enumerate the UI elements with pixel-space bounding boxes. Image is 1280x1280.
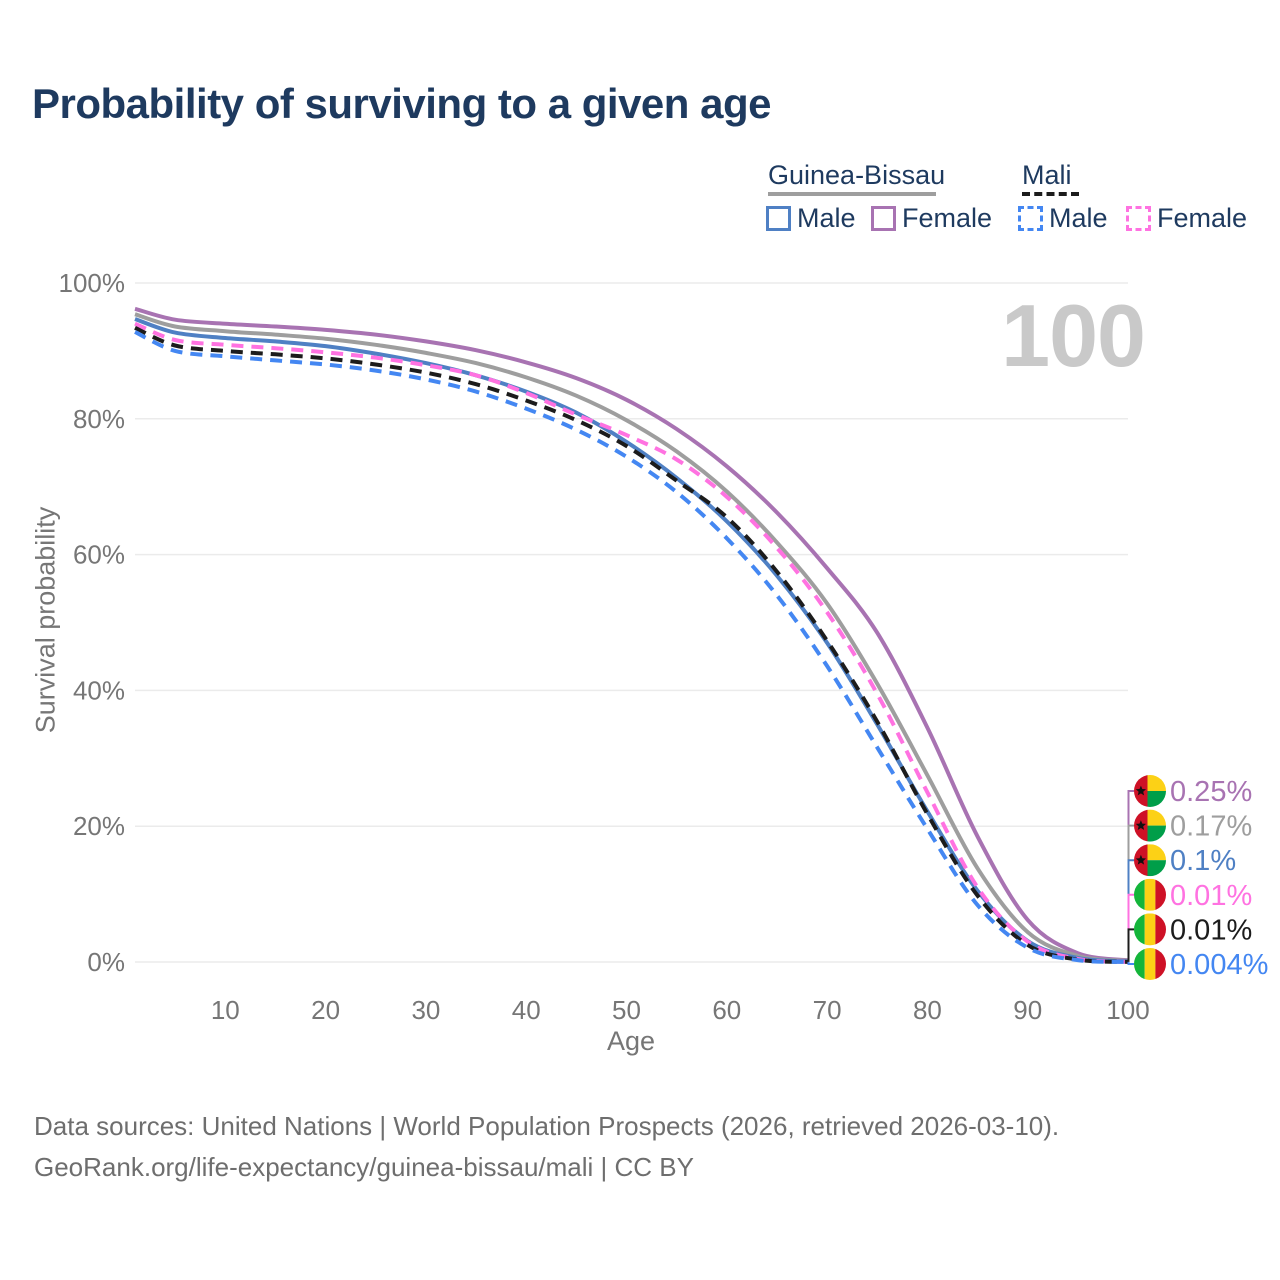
legend-item-guinea-bissau-male[interactable]: Male — [766, 203, 856, 234]
end-label-mali-both: 0.01% — [1170, 914, 1252, 946]
legend-item-mali-female[interactable]: Female — [1126, 203, 1247, 234]
x-tick-label: 50 — [612, 995, 641, 1025]
y-tick-label: 80% — [73, 404, 125, 434]
legend-swatch-guinea-bissau-male[interactable] — [766, 206, 791, 231]
legend-label: Female — [902, 203, 993, 233]
x-axis-title: Age — [606, 1026, 656, 1056]
end-label-guinea-bissau-male: 0.1% — [1170, 845, 1236, 877]
footer: Data sources: United Nations | World Pop… — [34, 1106, 1059, 1188]
legend-label: Male — [1049, 203, 1108, 233]
guinea-bissau-flag-icon — [1134, 809, 1166, 842]
line-guinea-bissau-male[interactable] — [134, 317, 1129, 964]
line-guinea-bissau-female[interactable] — [134, 306, 1129, 963]
line-guinea-bissau-both[interactable] — [134, 312, 1129, 963]
attribution-line: GeoRank.org/life-expectancy/guinea-bissa… — [34, 1152, 694, 1182]
x-tick-label: 30 — [411, 995, 440, 1025]
page-title: Probability of surviving to a given age — [32, 80, 771, 127]
end-label-mali-female: 0.01% — [1170, 880, 1252, 912]
line-mali-female[interactable] — [134, 321, 1129, 964]
legend-rule-mali — [1022, 192, 1079, 196]
guinea-bissau-flag-icon — [1134, 844, 1166, 877]
legend-rule-guinea-bissau — [768, 192, 936, 196]
mali-flag-icon — [1134, 913, 1166, 946]
line-mali-male[interactable] — [134, 330, 1129, 964]
legend-swatch-mali-male[interactable] — [1018, 206, 1043, 231]
legend-swatch-mali-female[interactable] — [1126, 206, 1151, 231]
legend-item-mali-male[interactable]: Male — [1018, 203, 1108, 234]
end-label-mali-male: 0.004% — [1170, 949, 1268, 981]
x-tick-label: 70 — [813, 995, 842, 1025]
end-label-guinea-bissau-both: 0.17% — [1170, 811, 1252, 843]
legend-label: Female — [1157, 203, 1248, 233]
x-tick-label: 40 — [512, 995, 541, 1025]
data-sources-line: Data sources: United Nations | World Pop… — [34, 1111, 1060, 1141]
legend-group-guinea-bissau: Guinea-Bissau — [768, 160, 946, 190]
legend-item-guinea-bissau-female[interactable]: Female — [871, 203, 992, 234]
x-tick-label: 80 — [913, 995, 942, 1025]
legend-label: Male — [797, 203, 856, 233]
legend-swatch-guinea-bissau-female[interactable] — [871, 206, 896, 231]
end-label-connector — [1127, 962, 1134, 965]
end-label-connector — [1127, 928, 1134, 962]
y-axis-title: Survival probability — [30, 506, 61, 734]
y-tick-label: 20% — [73, 811, 125, 841]
x-tick-label: 90 — [1013, 995, 1042, 1025]
y-tick-label: 100% — [59, 268, 126, 298]
end-label-guinea-bissau-female: 0.25% — [1170, 776, 1252, 808]
y-tick-label: 0% — [87, 947, 125, 977]
legend-group-mali: Mali — [1022, 160, 1072, 190]
line-mali-both[interactable] — [134, 325, 1129, 964]
age-counter-watermark: 100 — [1001, 286, 1146, 385]
x-tick-label: 10 — [211, 995, 240, 1025]
guinea-bissau-flag-icon — [1134, 775, 1166, 807]
y-tick-label: 40% — [73, 675, 125, 705]
y-tick-label: 60% — [73, 540, 125, 570]
mali-flag-icon — [1134, 878, 1166, 911]
x-tick-label: 100 — [1106, 995, 1149, 1025]
x-tick-label: 60 — [712, 995, 741, 1025]
x-tick-label: 20 — [311, 995, 340, 1025]
mali-flag-icon — [1134, 948, 1166, 980]
